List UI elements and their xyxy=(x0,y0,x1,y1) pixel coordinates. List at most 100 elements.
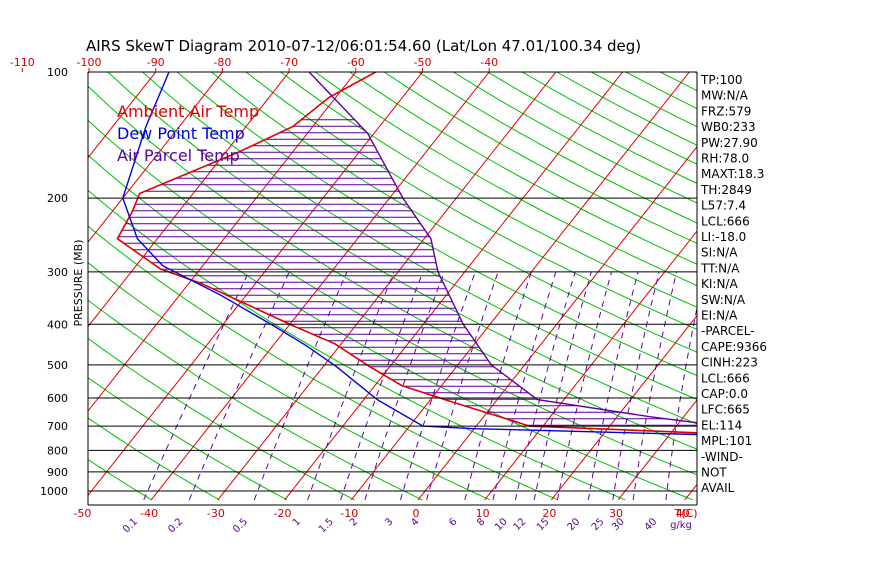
mixing-ratio-line xyxy=(307,271,395,501)
dry-adiabat-line xyxy=(88,154,693,501)
stat-item: FRZ:579 xyxy=(701,104,751,118)
isotherm-line xyxy=(0,53,37,500)
cape-hatching xyxy=(118,119,697,426)
stat-item: MPL:101 xyxy=(701,434,752,448)
mixing-ratio-line xyxy=(426,271,499,501)
top-temp-tick-label: -100 xyxy=(77,56,102,69)
mixing-ratio-line xyxy=(188,271,290,501)
bottom-temp-unit: T(C) xyxy=(674,507,698,520)
stat-item: TH:2849 xyxy=(700,183,752,197)
isotherm-line xyxy=(818,53,870,500)
top-temp-tick-label: -60 xyxy=(347,56,365,69)
stat-item: CAP:0.0 xyxy=(701,387,748,401)
mixing-ratio-tick-label: 20 xyxy=(566,516,583,533)
top-temp-tick-label: -50 xyxy=(414,56,432,69)
mixing-ratio-line xyxy=(340,271,424,501)
stat-item: MAXT:18.3 xyxy=(701,167,764,181)
bottom-temp-tick-label: 10 xyxy=(476,507,490,520)
mixing-ratio-tick-label: 6 xyxy=(447,516,459,528)
dry-adiabat-line xyxy=(88,417,220,501)
mixing-ratio-tick-label: 4 xyxy=(409,516,421,528)
dry-adiabat-line xyxy=(176,72,697,377)
isotherm-line xyxy=(88,72,290,328)
stat-item: SW:N/A xyxy=(701,293,746,307)
pressure-tick-label: 200 xyxy=(47,192,68,205)
mixing-ratio-tick-label: 40 xyxy=(643,516,660,533)
isotherm-line xyxy=(417,145,697,501)
dry-adiabat-line xyxy=(825,53,870,500)
stat-item: TP:100 xyxy=(700,73,743,87)
stat-item: -PARCEL- xyxy=(701,324,755,338)
stat-item: EI:N/A xyxy=(701,309,738,323)
stat-item: WB0:233 xyxy=(701,120,756,134)
bottom-temp-tick-label: -10 xyxy=(340,507,358,520)
isotherm-line xyxy=(88,72,224,243)
isotherm-line xyxy=(88,72,424,497)
isotherm-line xyxy=(217,72,557,501)
mixing-ratio-tick-label: 0.1 xyxy=(121,516,140,535)
stat-item: CAPE:9366 xyxy=(701,340,767,354)
stat-item: AVAIL xyxy=(701,481,735,495)
mixing-ratio-tick-label: 0.2 xyxy=(166,516,185,535)
dry-adiabat-line xyxy=(383,72,697,244)
ambient-temp-series xyxy=(116,72,697,434)
mixing-ratio-tick-label: 12 xyxy=(512,516,529,533)
bottom-temp-tick-label: -20 xyxy=(274,507,292,520)
mixing-ratio-tick-label: 1.5 xyxy=(317,516,336,535)
dry-adiabat-line xyxy=(88,189,626,501)
pressure-tick-label: 100 xyxy=(47,66,68,79)
mixing-ratio-line xyxy=(533,271,592,501)
stat-item: CINH:223 xyxy=(701,356,758,370)
dry-adiabat-line xyxy=(0,53,17,500)
dry-adiabat-line xyxy=(88,299,423,501)
legend-entry: Ambient Air Temp xyxy=(117,102,259,121)
dry-adiabat-line xyxy=(314,72,697,287)
stat-item: LCL:666 xyxy=(701,214,750,228)
dry-adiabat-line xyxy=(245,72,697,331)
mixing-ratio-line xyxy=(514,271,576,501)
mixing-ratio-line xyxy=(492,271,557,501)
dry-adiabat-line xyxy=(88,377,288,501)
mixing-ratio-unit: g/kg xyxy=(670,520,692,531)
dry-adiabat-line xyxy=(792,53,870,500)
pressure-tick-label: 300 xyxy=(47,266,68,279)
mixing-ratio-tick-label: 1 xyxy=(291,516,303,528)
bottom-temp-tick-label: 40 xyxy=(676,507,690,520)
legend: Ambient Air Temp Dew Point Temp Air Parcel… xyxy=(117,102,259,165)
y-axis-label: PRESSURE (MB) xyxy=(72,240,85,327)
dry-adiabat-line xyxy=(210,72,697,353)
top-temp-tick-label: -40 xyxy=(480,56,498,69)
pressure-tick-label: 800 xyxy=(47,444,68,457)
mixing-ratio-tick-label: 0.5 xyxy=(231,516,250,535)
stat-item: PW:27.90 xyxy=(701,136,758,150)
stat-item: LCL:666 xyxy=(701,371,750,385)
top-temp-tick-label: -90 xyxy=(147,56,165,69)
bottom-temp-tick-label: -30 xyxy=(207,507,225,520)
isotherm-line xyxy=(484,230,697,501)
dry-adiabat-line xyxy=(88,225,558,501)
dry-adiabat-line xyxy=(279,72,697,308)
pressure-tick-label: 1000 xyxy=(40,485,68,498)
dry-adiabat-line xyxy=(758,53,870,500)
bottom-temp-tick-label: -40 xyxy=(140,507,158,520)
isotherm-line xyxy=(88,72,157,159)
stat-item: SI:N/A xyxy=(701,246,738,260)
isotherm-line xyxy=(751,53,870,500)
pressure-tick-label: 600 xyxy=(47,392,68,405)
isotherm-line xyxy=(350,72,690,501)
stat-item: -WIND- xyxy=(701,450,743,464)
bottom-temp-tick-label: 20 xyxy=(542,507,556,520)
bottom-temp-tick-label: 30 xyxy=(609,507,623,520)
top-temp-tick-label: -70 xyxy=(280,56,298,69)
dry-adiabat-line xyxy=(88,337,355,501)
top-temp-tick-label: -110 xyxy=(10,56,35,69)
mixing-ratio-lines xyxy=(143,271,697,501)
dry-adiabat-line xyxy=(88,119,697,476)
isotherm-line xyxy=(150,72,490,501)
mixing-ratio-line xyxy=(400,271,476,501)
chart-title: AIRS SkewT Diagram 2010-07-12/06:01:54.6… xyxy=(86,37,641,55)
dry-adiabat-line xyxy=(88,458,152,501)
